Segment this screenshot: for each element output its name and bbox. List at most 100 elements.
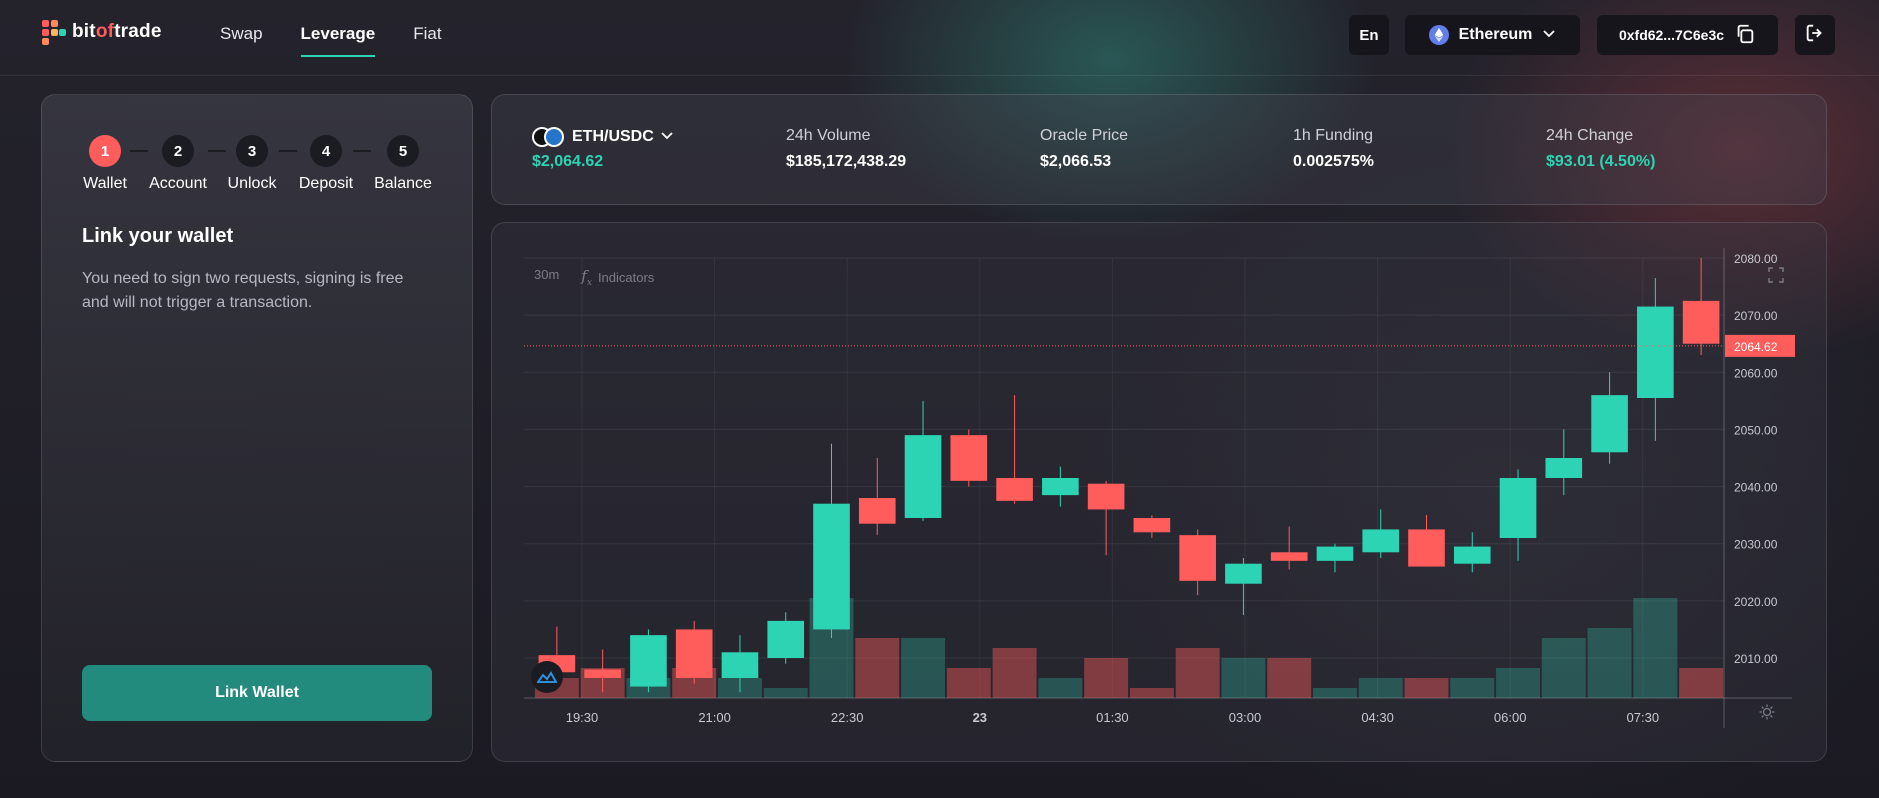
y-tick-label: 2080.00 <box>1734 252 1778 266</box>
top-bar: bitoftrade Swap Leverage Fiat En Ethereu… <box>0 0 1879 76</box>
candle-body <box>721 652 759 678</box>
stat-oracle-price: Oracle Price $2,066.53 <box>1040 127 1128 171</box>
candle-body <box>904 435 942 518</box>
candle-body <box>1499 478 1537 538</box>
step-number: 5 <box>387 135 419 167</box>
last-price-label: 2064.62 <box>1734 340 1778 354</box>
candle-body <box>1316 546 1354 561</box>
volume-bar <box>1129 688 1174 698</box>
step-label: Wallet <box>83 175 127 192</box>
last-price-tag <box>1725 334 1795 357</box>
step-connector <box>130 150 148 152</box>
volume-bar <box>1175 648 1220 698</box>
step-connector <box>208 150 226 152</box>
candle-body <box>1591 395 1628 453</box>
nav-leverage[interactable]: Leverage <box>300 0 375 76</box>
logo-icon <box>42 20 66 45</box>
stat-value: 0.002575% <box>1293 153 1374 170</box>
logout-icon <box>1804 22 1826 48</box>
x-tick-label: 21:00 <box>698 710 731 725</box>
candle-body <box>1225 563 1262 584</box>
fullscreen-icon[interactable] <box>1768 267 1784 283</box>
step-label: Unlock <box>227 175 277 192</box>
candle-body <box>1179 535 1216 581</box>
pair-label: ETH/USDC <box>572 128 654 145</box>
copy-icon[interactable] <box>1734 23 1756 48</box>
volume-bar <box>1038 678 1083 698</box>
candle-body <box>996 478 1033 501</box>
x-tick-label: 19:30 <box>566 710 599 725</box>
onboarding-steps: 1 Wallet 2 Account 3 Unlock 4 Deposit 5 … <box>82 135 434 205</box>
y-tick-label: 2020.00 <box>1734 595 1778 609</box>
step-label: Deposit <box>298 175 354 192</box>
candle-body <box>675 629 713 678</box>
candle-body <box>813 503 850 630</box>
step-unlock: 3 Unlock <box>226 135 278 193</box>
candle-body <box>1408 529 1445 567</box>
logo-text: bitoftrade <box>72 21 162 42</box>
nav-fiat[interactable]: Fiat <box>413 24 442 43</box>
volume-bar <box>1221 658 1266 698</box>
indicators-label: Indicators <box>597 270 655 285</box>
candle-body <box>630 635 667 687</box>
logout-button[interactable] <box>1795 15 1835 55</box>
market-pair[interactable]: ETH/USDC $2,064.62 <box>532 127 674 171</box>
interval-button[interactable]: 30m <box>534 267 560 282</box>
volume-bar <box>1633 598 1678 698</box>
stat-funding: 1h Funding 0.002575% <box>1293 127 1374 171</box>
volume-bar <box>1679 668 1724 698</box>
stat-volume: 24h Volume $185,172,438.29 <box>786 127 906 171</box>
stat-value: $185,172,438.29 <box>786 153 907 170</box>
network-label: Ethereum <box>1458 26 1533 43</box>
step-deposit: 4 Deposit <box>296 135 356 193</box>
ethereum-icon <box>1428 25 1449 45</box>
logo[interactable]: bitoftrade <box>42 20 162 45</box>
stat-label: Oracle Price <box>1040 127 1129 144</box>
candle-body <box>1133 518 1171 533</box>
step-balance: 5 Balance <box>372 135 434 193</box>
candlestick-chart[interactable]: 2080.00 2070.00 2060.00 2050.00 2040.00 2030.… <box>492 223 1828 763</box>
volume-bar <box>1404 678 1449 698</box>
wallet-address: 0xfd62...7C6e3c <box>1618 27 1725 43</box>
candle-body <box>1682 300 1720 344</box>
candle-body <box>1453 546 1491 564</box>
volume-bar <box>855 638 900 698</box>
chart-settings-icon[interactable] <box>1759 704 1775 720</box>
indicators-button[interactable]: fx Indicators <box>581 267 654 288</box>
tradingview-logo-icon[interactable] <box>531 661 563 693</box>
candle-body <box>858 498 896 524</box>
volume-bar <box>1541 638 1586 698</box>
wallet-address-button[interactable]: 0xfd62...7C6e3c <box>1597 15 1778 55</box>
main-nav: Swap Leverage Fiat <box>220 0 480 76</box>
chart-toolbar: 30m fx Indicators <box>534 267 654 288</box>
step-number: 2 <box>162 135 194 167</box>
step-connector <box>353 150 371 152</box>
link-wallet-button[interactable]: Link Wallet <box>82 665 432 721</box>
eth-coin-icon <box>532 127 566 147</box>
pair-selector[interactable]: ETH/USDC <box>532 127 674 147</box>
x-tick-label: 22:30 <box>831 710 864 725</box>
network-selector[interactable]: Ethereum <box>1405 15 1580 55</box>
step-number: 1 <box>89 135 121 167</box>
step-number: 4 <box>310 135 342 167</box>
volume-bar <box>763 688 808 698</box>
candle-body <box>1637 306 1674 398</box>
nav-swap[interactable]: Swap <box>220 24 263 43</box>
volume-bar <box>1450 678 1495 698</box>
stat-label: 1h Funding <box>1293 127 1374 144</box>
volume-bar <box>1358 678 1403 698</box>
x-tick-label: 01:30 <box>1096 710 1129 725</box>
volume-bar <box>992 648 1037 698</box>
step-label: Account <box>149 175 207 192</box>
price-chart-panel: 2080.00 2070.00 2060.00 2050.00 2040.00 2030.… <box>491 222 1827 762</box>
candle-body <box>1270 552 1308 561</box>
stat-value: $93.01 (4.50%) <box>1546 153 1656 170</box>
market-ticker: ETH/USDC $2,064.62 24h Volume $185,172,4… <box>491 94 1827 205</box>
language-button[interactable]: En <box>1349 15 1389 55</box>
volume-bar <box>946 668 991 698</box>
volume-bar <box>1587 628 1632 698</box>
candle-body <box>1042 478 1079 496</box>
link-wallet-description: You need to sign two requests, signing i… <box>82 270 404 311</box>
y-tick-label: 2050.00 <box>1734 423 1778 437</box>
step-wallet: 1 Wallet <box>82 135 128 193</box>
